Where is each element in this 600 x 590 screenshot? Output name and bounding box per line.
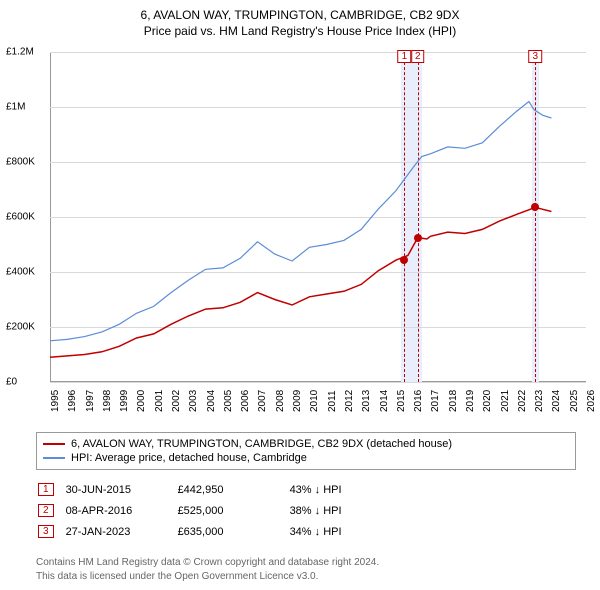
chart-container: 6, AVALON WAY, TRUMPINGTON, CAMBRIDGE, C… — [0, 0, 600, 590]
x-axis-label: 2019 — [465, 390, 476, 412]
x-axis-label: 2012 — [344, 390, 355, 412]
chart-title: 6, AVALON WAY, TRUMPINGTON, CAMBRIDGE, C… — [0, 8, 600, 22]
legend-row: HPI: Average price, detached house, Camb… — [43, 451, 569, 465]
marker-number-icon: 3 — [38, 525, 54, 538]
line-svg — [50, 52, 586, 382]
sale-date: 27-JAN-2023 — [66, 522, 176, 541]
y-axis-label: £1M — [6, 102, 25, 113]
x-axis-label: 1999 — [119, 390, 130, 412]
y-axis-label: £800K — [6, 157, 35, 168]
sale-delta: 38% ↓ HPI — [290, 501, 352, 520]
footer-note: Contains HM Land Registry data © Crown c… — [36, 556, 379, 583]
x-axis-label: 2013 — [361, 390, 372, 412]
x-axis-label: 2009 — [292, 390, 303, 412]
x-axis-label: 2022 — [517, 390, 528, 412]
sale-date: 08-APR-2016 — [66, 501, 176, 520]
x-axis-label: 2024 — [551, 390, 562, 412]
gridline — [50, 382, 586, 383]
x-axis-label: 2018 — [448, 390, 459, 412]
legend-swatch-hpi — [43, 457, 65, 459]
sale-delta: 34% ↓ HPI — [290, 522, 352, 541]
x-axis-label: 2008 — [275, 390, 286, 412]
x-axis-label: 2001 — [154, 390, 165, 412]
x-axis-label: 2015 — [396, 390, 407, 412]
x-axis-label: 2020 — [482, 390, 493, 412]
x-axis-label: 2005 — [223, 390, 234, 412]
legend-row: 6, AVALON WAY, TRUMPINGTON, CAMBRIDGE, C… — [43, 437, 569, 451]
x-axis-label: 2004 — [206, 390, 217, 412]
title-block: 6, AVALON WAY, TRUMPINGTON, CAMBRIDGE, C… — [0, 0, 600, 38]
sale-price: £635,000 — [178, 522, 288, 541]
y-axis-label: £0 — [6, 377, 17, 388]
x-axis-label: 2016 — [413, 390, 424, 412]
x-axis-label: 2017 — [430, 390, 441, 412]
sales-table: 1 30-JUN-2015 £442,950 43% ↓ HPI 2 08-AP… — [36, 478, 354, 543]
y-axis-label: £1.2M — [6, 47, 34, 58]
table-row: 2 08-APR-2016 £525,000 38% ↓ HPI — [38, 501, 352, 520]
sale-date: 30-JUN-2015 — [66, 480, 176, 499]
sale-price: £442,950 — [178, 480, 288, 499]
footer-line: Contains HM Land Registry data © Crown c… — [36, 556, 379, 570]
x-axis-label: 1995 — [50, 390, 61, 412]
x-axis-label: 2025 — [569, 390, 580, 412]
series-property — [50, 207, 551, 357]
marker-number-icon: 2 — [38, 504, 54, 517]
sale-point-icon — [400, 256, 408, 264]
x-axis-label: 2021 — [500, 390, 511, 412]
footer-line: This data is licensed under the Open Gov… — [36, 570, 379, 584]
x-axis-label: 2014 — [379, 390, 390, 412]
x-axis-label: 2007 — [257, 390, 268, 412]
y-axis-label: £600K — [6, 212, 35, 223]
legend-label: HPI: Average price, detached house, Camb… — [71, 452, 307, 464]
y-axis-label: £400K — [6, 267, 35, 278]
x-axis-label: 2023 — [534, 390, 545, 412]
table-row: 3 27-JAN-2023 £635,000 34% ↓ HPI — [38, 522, 352, 541]
x-axis-label: 1998 — [102, 390, 113, 412]
legend-label: 6, AVALON WAY, TRUMPINGTON, CAMBRIDGE, C… — [71, 438, 452, 450]
x-axis-label: 1996 — [67, 390, 78, 412]
chart-plot-area: £0£200K£400K£600K£800K£1M£1.2M1995199619… — [50, 52, 586, 382]
x-axis-label: 2002 — [171, 390, 182, 412]
x-axis-label: 2006 — [240, 390, 251, 412]
table-row: 1 30-JUN-2015 £442,950 43% ↓ HPI — [38, 480, 352, 499]
x-axis-label: 2011 — [327, 390, 338, 412]
sale-price: £525,000 — [178, 501, 288, 520]
chart-subtitle: Price paid vs. HM Land Registry's House … — [0, 24, 600, 38]
legend-box: 6, AVALON WAY, TRUMPINGTON, CAMBRIDGE, C… — [36, 432, 576, 470]
x-axis-label: 2000 — [136, 390, 147, 412]
x-axis-label: 2010 — [309, 390, 320, 412]
sale-point-icon — [414, 234, 422, 242]
x-axis-label: 1997 — [85, 390, 96, 412]
x-axis-label: 2003 — [188, 390, 199, 412]
sale-point-icon — [531, 203, 539, 211]
sale-delta: 43% ↓ HPI — [290, 480, 352, 499]
x-axis-label: 2026 — [586, 390, 597, 412]
series-hpi — [50, 102, 551, 341]
marker-number-icon: 1 — [38, 483, 54, 496]
y-axis-label: £200K — [6, 322, 35, 333]
legend-swatch-property — [43, 443, 65, 445]
